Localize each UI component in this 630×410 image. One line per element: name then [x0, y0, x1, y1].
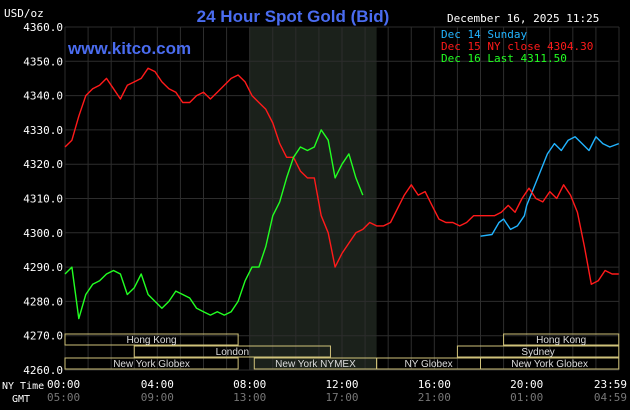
x-tick-label-gmt: 05:00	[47, 391, 80, 404]
x-tick-label-gmt: 17:00	[325, 391, 358, 404]
market-session-label: New York Globex	[113, 359, 190, 370]
gmt-label: GMT	[12, 394, 30, 405]
grid-layer	[64, 26, 620, 371]
x-tick-label-ny: 04:00	[141, 378, 174, 391]
legend-entry-dec15: Dec 15 NY close 4304.30	[441, 40, 593, 53]
x-tick-label-ny: 00:00	[47, 378, 80, 391]
market-session-label: Hong Kong	[127, 335, 177, 346]
market-session-label: New York NYMEX	[275, 359, 356, 370]
market-session-label: London	[216, 347, 249, 358]
series-layer	[64, 67, 620, 320]
y-tick-label: 4300.0	[23, 227, 63, 240]
website-label: www.kitco.com	[67, 39, 191, 58]
legend: Dec 14 Sunday Dec 15 NY close 4304.30 De…	[441, 28, 593, 65]
x-tick-label-ny: 12:00	[325, 378, 358, 391]
series-line-1	[64, 67, 619, 285]
market-session-box	[64, 357, 239, 370]
legend-entry-dec16: Dec 16 Last 4311.50	[441, 52, 567, 65]
series-line-2	[64, 129, 364, 320]
y-tick-label: 4270.0	[23, 330, 63, 343]
x-tick-label-gmt: 09:00	[141, 391, 174, 404]
x-tick-label-ny: 23:59	[594, 378, 627, 391]
market-session-box	[133, 345, 331, 358]
market-session-box	[456, 345, 620, 358]
y-tick-label: 4340.0	[23, 90, 63, 103]
y-tick-label: 4330.0	[23, 124, 63, 137]
chart-title: 24 Hour Spot Gold (Bid)	[197, 7, 390, 26]
axis-labels-layer: 4360.0 4350.0 4340.0 4330.0 4320.0 4310.0 4300…	[23, 21, 627, 404]
market-session-label: Sydney	[521, 347, 554, 358]
x-tick-label-gmt: 01:00	[510, 391, 543, 404]
y-tick-label: 4350.0	[23, 55, 63, 68]
market-session-label: New York Globex	[511, 359, 588, 370]
market-session-box	[480, 357, 620, 370]
ny-time-label: NY Time	[2, 381, 44, 392]
y-tick-label: 4360.0	[23, 21, 63, 34]
y-tick-label: 4310.0	[23, 193, 63, 206]
market-session-label: NY Globex	[404, 359, 452, 370]
x-tick-label-ny: 08:00	[233, 378, 266, 391]
x-tick-label-ny: 16:00	[418, 378, 451, 391]
legend-entry-dec14: Dec 14 Sunday	[441, 28, 527, 41]
unit-label: USD/oz	[4, 7, 44, 20]
market-session-box	[64, 333, 239, 346]
market-session-box	[503, 333, 620, 346]
market-session-label: Hong Kong	[536, 335, 586, 346]
x-tick-label-ny: 20:00	[510, 378, 543, 391]
datetime-label: December 16, 2025 11:25	[447, 12, 599, 25]
x-tick-label-gmt: 04:59	[594, 391, 627, 404]
x-tick-label-gmt: 13:00	[233, 391, 266, 404]
x-tick-label-gmt: 21:00	[418, 391, 451, 404]
series-line-0	[480, 136, 620, 237]
y-tick-label: 4320.0	[23, 158, 63, 171]
y-tick-label: 4290.0	[23, 261, 63, 274]
y-tick-label: 4260.0	[23, 364, 63, 377]
y-tick-label: 4280.0	[23, 295, 63, 308]
